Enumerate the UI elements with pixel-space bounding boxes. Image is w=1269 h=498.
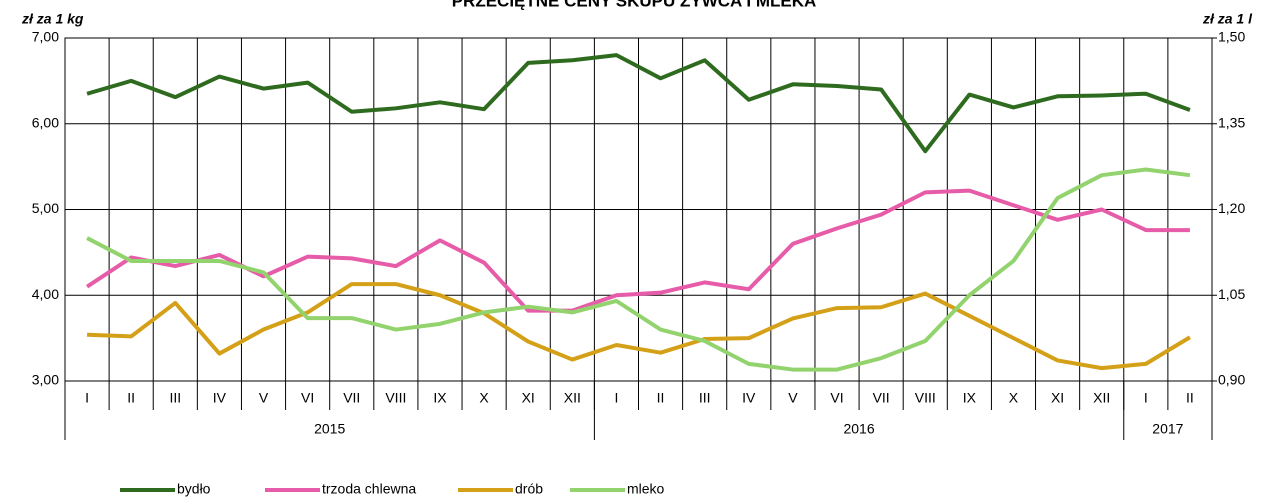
y2-tick-label: 1,05 bbox=[1218, 286, 1245, 302]
x-tick-label: VII bbox=[873, 390, 890, 406]
x-tick-label: XI bbox=[522, 390, 535, 406]
x-tick-label: IX bbox=[963, 390, 977, 406]
x-tick-label: II bbox=[1186, 390, 1194, 406]
x-tick-label: IV bbox=[213, 390, 227, 406]
series-line bbox=[86, 167, 1191, 372]
x-tick-label: VIII bbox=[915, 390, 936, 406]
series-line bbox=[86, 282, 1191, 371]
y2-tick-label: 0,90 bbox=[1218, 372, 1245, 388]
x-tick-label: II bbox=[657, 390, 665, 406]
y2-tick-label: 1,50 bbox=[1218, 29, 1245, 45]
x-tick-label: V bbox=[259, 390, 269, 406]
x-tick-label: XII bbox=[564, 390, 581, 406]
x-tick-label: I bbox=[1144, 390, 1148, 406]
legend-label: trzoda chlewna bbox=[322, 481, 416, 497]
legend-label: drób bbox=[515, 481, 543, 497]
y2-tick-label: 1,35 bbox=[1218, 114, 1245, 130]
series-line bbox=[85, 188, 1190, 313]
x-tick-label: VI bbox=[301, 390, 314, 406]
x-tick-label: VIII bbox=[385, 390, 406, 406]
x-tick-label: III bbox=[699, 390, 711, 406]
y-tick-label: 5,00 bbox=[32, 200, 59, 216]
x-tick-label: VII bbox=[343, 390, 360, 406]
y-tick-label: 4,00 bbox=[32, 286, 59, 302]
x-tick-label: II bbox=[127, 390, 135, 406]
legend-label: mleko bbox=[627, 481, 665, 497]
x-tick-label: IX bbox=[433, 390, 447, 406]
x-tick-label: IV bbox=[742, 390, 756, 406]
x-tick-label: X bbox=[479, 390, 489, 406]
year-label: 2017 bbox=[1152, 421, 1183, 437]
chart-title: PRZECIĘTNE CENY SKUPU ŻYWCA I MLEKA bbox=[452, 0, 817, 10]
y2-tick-label: 1,20 bbox=[1218, 200, 1245, 216]
series-line bbox=[86, 53, 1191, 154]
year-label: 2015 bbox=[314, 421, 345, 437]
x-tick-label: I bbox=[614, 390, 618, 406]
y-tick-label: 7,00 bbox=[32, 29, 59, 45]
y2-axis-label: zł za 1 l bbox=[1202, 11, 1253, 27]
y-tick-label: 6,00 bbox=[32, 114, 59, 130]
y-axis-label: zł za 1 kg bbox=[21, 11, 84, 27]
year-label: 2016 bbox=[843, 421, 874, 437]
x-tick-label: V bbox=[788, 390, 798, 406]
x-tick-label: VI bbox=[830, 390, 843, 406]
x-tick-label: XII bbox=[1093, 390, 1110, 406]
y-tick-label: 3,00 bbox=[32, 372, 59, 388]
x-tick-label: I bbox=[85, 390, 89, 406]
x-tick-label: XI bbox=[1051, 390, 1064, 406]
x-tick-label: III bbox=[169, 390, 181, 406]
x-tick-label: X bbox=[1009, 390, 1019, 406]
legend-label: bydło bbox=[177, 481, 211, 497]
